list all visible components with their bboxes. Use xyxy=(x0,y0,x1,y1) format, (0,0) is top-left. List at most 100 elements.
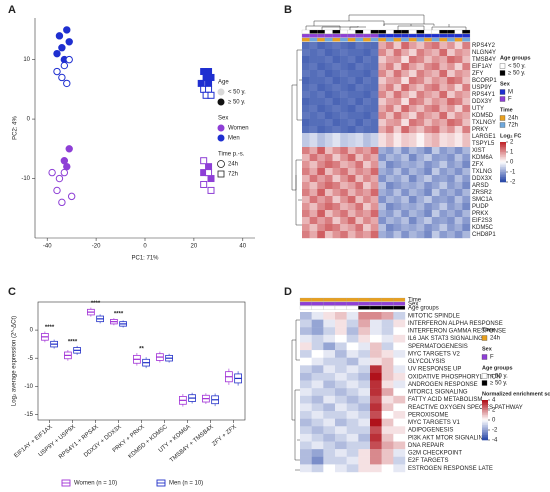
heatmap-cell xyxy=(386,119,394,127)
heatmap-cell xyxy=(340,98,349,106)
panel-letter: C xyxy=(8,286,16,298)
heatmap-cell xyxy=(370,433,382,442)
heatmap-cell xyxy=(335,441,347,450)
heatmap-cell xyxy=(363,112,371,120)
point xyxy=(63,26,71,34)
heatmap-cell xyxy=(324,126,333,134)
heatmap-cell xyxy=(370,426,382,435)
heatmap-cell xyxy=(401,91,410,99)
colorbar-step xyxy=(482,431,488,434)
annotation-cell xyxy=(408,29,417,34)
heatmap-cell xyxy=(381,312,394,320)
heatmap-cell xyxy=(302,91,310,99)
x-tick-label: 40 xyxy=(239,244,246,250)
heatmap-cell xyxy=(408,63,417,71)
heatmap-cell xyxy=(324,154,333,162)
heatmap-cell xyxy=(302,49,310,57)
point xyxy=(65,55,73,64)
heatmap-cell xyxy=(370,388,382,397)
heatmap-cell xyxy=(347,70,356,78)
heatmap-cell xyxy=(408,42,417,50)
heatmap-cell xyxy=(335,426,347,435)
heatmap-cell xyxy=(358,319,371,328)
row-label: NLGN4Y xyxy=(472,50,496,56)
heatmap-cell xyxy=(381,433,394,442)
heatmap-cell xyxy=(462,203,471,211)
heatmap-cell xyxy=(424,231,433,239)
heatmap-cell xyxy=(363,126,371,134)
heatmap-cell xyxy=(386,175,394,183)
heatmap-cell xyxy=(416,161,425,169)
heatmap-cell xyxy=(462,91,471,99)
heatmap-cell xyxy=(358,411,371,419)
row-label: SMC1A xyxy=(472,197,493,203)
heatmap-cell xyxy=(355,203,364,211)
annotation-cell xyxy=(332,33,341,38)
heatmap-cell xyxy=(363,140,371,148)
y-tick-label: 0 xyxy=(30,328,34,334)
heatmap-cell xyxy=(401,140,410,148)
heatmap-cell xyxy=(355,70,364,78)
heatmap-cell xyxy=(393,175,402,183)
heatmap-cell xyxy=(332,91,341,99)
heatmap-cell xyxy=(335,372,347,381)
row-label: PRKY xyxy=(472,127,488,133)
legend-swatch xyxy=(499,89,506,95)
heatmap-cell xyxy=(363,49,371,57)
heatmap-cell xyxy=(370,112,379,120)
annotation-cell xyxy=(401,29,410,34)
heatmap-cell xyxy=(439,105,448,113)
heatmap-cell xyxy=(378,91,387,99)
heatmap-cell xyxy=(393,327,406,336)
heatmap-cell xyxy=(401,105,410,113)
heatmap-cell xyxy=(340,49,349,57)
heatmap-cell xyxy=(386,196,394,204)
heatmap-cell xyxy=(302,196,310,204)
point xyxy=(53,49,61,58)
heatmap-cell xyxy=(300,426,312,435)
annotation-cell xyxy=(424,33,432,38)
heatmap-cell xyxy=(401,217,410,225)
heatmap-cell xyxy=(462,154,471,162)
heatmap-cell xyxy=(302,112,310,120)
heatmap-cell xyxy=(439,119,448,127)
point xyxy=(205,68,213,76)
heatmap-cell xyxy=(340,56,349,64)
heatmap-cell xyxy=(340,77,349,85)
heatmap-cell xyxy=(454,91,463,99)
heatmap-cell xyxy=(370,91,379,99)
annotation-cell xyxy=(446,33,455,38)
point xyxy=(200,180,208,188)
row-label: KDM5C xyxy=(472,225,494,231)
row-label: EIF1AY xyxy=(472,64,492,70)
y-tick-label: -10 xyxy=(24,384,33,390)
heatmap-cell xyxy=(363,56,371,64)
heatmap-cell xyxy=(302,217,310,225)
heatmap-cell xyxy=(454,210,463,218)
x-tick-label: 0 xyxy=(143,244,147,250)
legend-title: Sex xyxy=(218,116,228,122)
heatmap-cell xyxy=(401,147,410,155)
heatmap-cell xyxy=(358,403,371,412)
heatmap-cell xyxy=(355,133,364,141)
heatmap-cell xyxy=(447,42,455,50)
legend-swatch xyxy=(481,373,488,379)
annotation-cell xyxy=(346,301,359,306)
heatmap-cell xyxy=(393,426,406,435)
heatmap-cell xyxy=(439,112,448,120)
legend-title: Age xyxy=(218,80,229,86)
annotation-cell xyxy=(370,37,379,42)
row-label: MYC TARGETS V1 xyxy=(408,420,460,426)
heatmap-cell xyxy=(340,119,349,127)
colorbar-step xyxy=(482,428,488,431)
heatmap-cell xyxy=(317,49,326,57)
heatmap-cell xyxy=(401,154,410,162)
heatmap-cell xyxy=(416,49,425,57)
heatmap-cell xyxy=(439,49,448,57)
heatmap-cell xyxy=(439,91,448,99)
heatmap-cell xyxy=(346,456,359,465)
heatmap-cell xyxy=(408,119,417,127)
annotation-cell xyxy=(334,305,347,310)
heatmap-cell xyxy=(340,189,349,197)
heatmap-cell xyxy=(335,388,347,397)
